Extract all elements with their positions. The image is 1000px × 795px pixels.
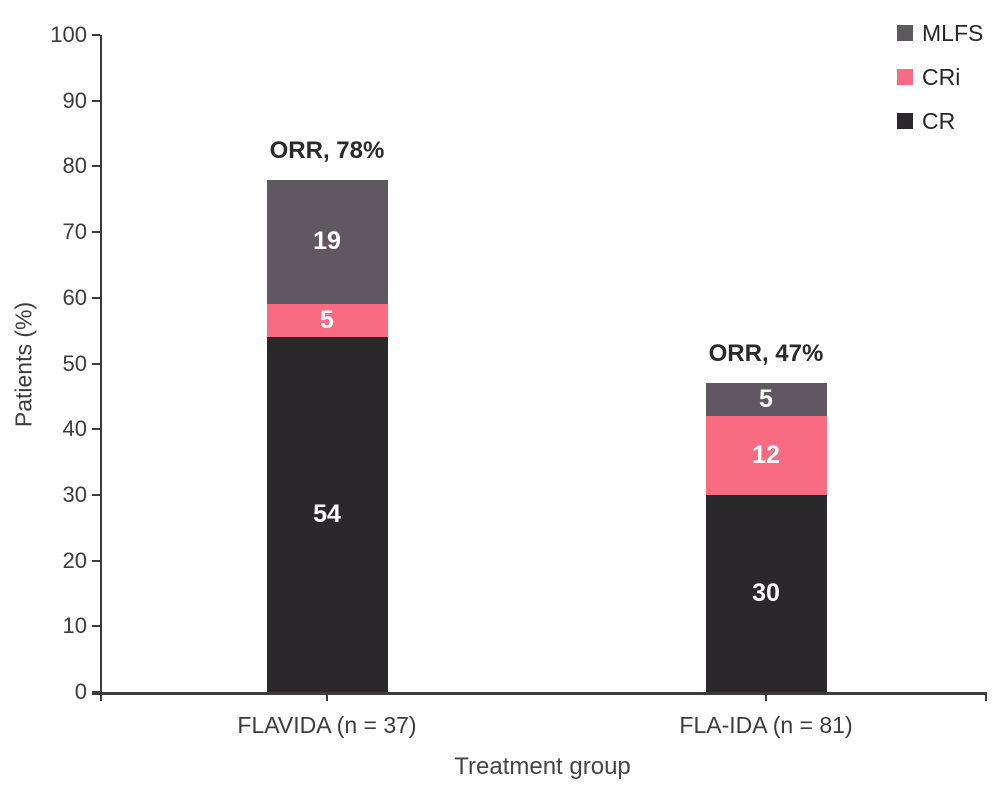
y-tick-label: 20 — [62, 547, 87, 573]
bar-value-label: 54 — [313, 500, 341, 529]
x-tick-mark — [765, 694, 767, 701]
x-category-label: FLA-IDA (n = 81) — [679, 712, 853, 738]
y-tick-label: 60 — [62, 284, 87, 310]
bar-segment-mlfs: 5 — [705, 383, 827, 417]
legend-label: CRi — [922, 64, 961, 90]
x-category-label: FLAVIDA (n = 37) — [237, 712, 417, 738]
legend-item-mlfs: MLFS — [897, 21, 983, 45]
y-tick-mark — [92, 165, 100, 168]
legend-swatch-icon — [897, 69, 913, 85]
y-tick-label: 80 — [62, 153, 87, 179]
x-axis-line — [92, 692, 987, 695]
y-tick-mark — [92, 625, 100, 628]
y-tick-label: 70 — [62, 219, 87, 245]
bar-total-label: ORR, 47% — [708, 340, 824, 368]
bar-segment-cri: 5 — [266, 304, 388, 338]
y-tick-mark — [92, 428, 100, 431]
legend-label: MLFS — [922, 20, 984, 46]
bar-value-label: 12 — [752, 440, 780, 469]
legend-item-cri: CRi — [897, 65, 983, 89]
y-tick-mark — [92, 34, 100, 36]
y-tick-mark — [92, 559, 100, 562]
bar-value-label: 5 — [759, 385, 773, 414]
x-axis-end-tick — [985, 694, 987, 701]
bar-segment-mlfs: 19 — [266, 179, 388, 305]
x-axis-title: Treatment group — [454, 753, 631, 780]
legend: MLFS CRi CR — [897, 21, 983, 153]
bar-total-label: ORR, 78% — [269, 136, 385, 164]
bar-segment-cri: 12 — [705, 416, 827, 495]
bar-value-label: 5 — [320, 306, 334, 335]
x-tick-mark — [326, 694, 328, 701]
legend-item-cr: CR — [897, 109, 983, 133]
legend-swatch-icon — [897, 113, 913, 129]
bar-value-label: 19 — [313, 227, 341, 256]
y-tick-label: 50 — [62, 350, 87, 376]
bar-value-label: 30 — [752, 578, 780, 607]
y-tick-label: 90 — [62, 87, 87, 113]
y-tick-label: 40 — [62, 416, 87, 442]
y-tick-label: 100 — [50, 22, 87, 47]
y-tick-label: 30 — [62, 481, 87, 507]
x-axis-end-tick — [100, 694, 102, 701]
y-tick-mark — [92, 231, 100, 234]
y-axis-line — [100, 35, 102, 700]
bar-segment-cr: 30 — [705, 494, 827, 692]
legend-swatch-icon — [897, 25, 913, 41]
bar-segment-cr: 54 — [266, 337, 388, 692]
y-tick-mark — [92, 691, 100, 693]
y-tick-mark — [92, 99, 100, 102]
y-tick-label: 10 — [62, 613, 87, 639]
y-tick-mark — [92, 362, 100, 365]
y-tick-mark — [92, 296, 100, 299]
y-tick-mark — [92, 493, 100, 496]
legend-label: CR — [922, 108, 956, 134]
y-tick-label: 0 — [74, 679, 87, 704]
